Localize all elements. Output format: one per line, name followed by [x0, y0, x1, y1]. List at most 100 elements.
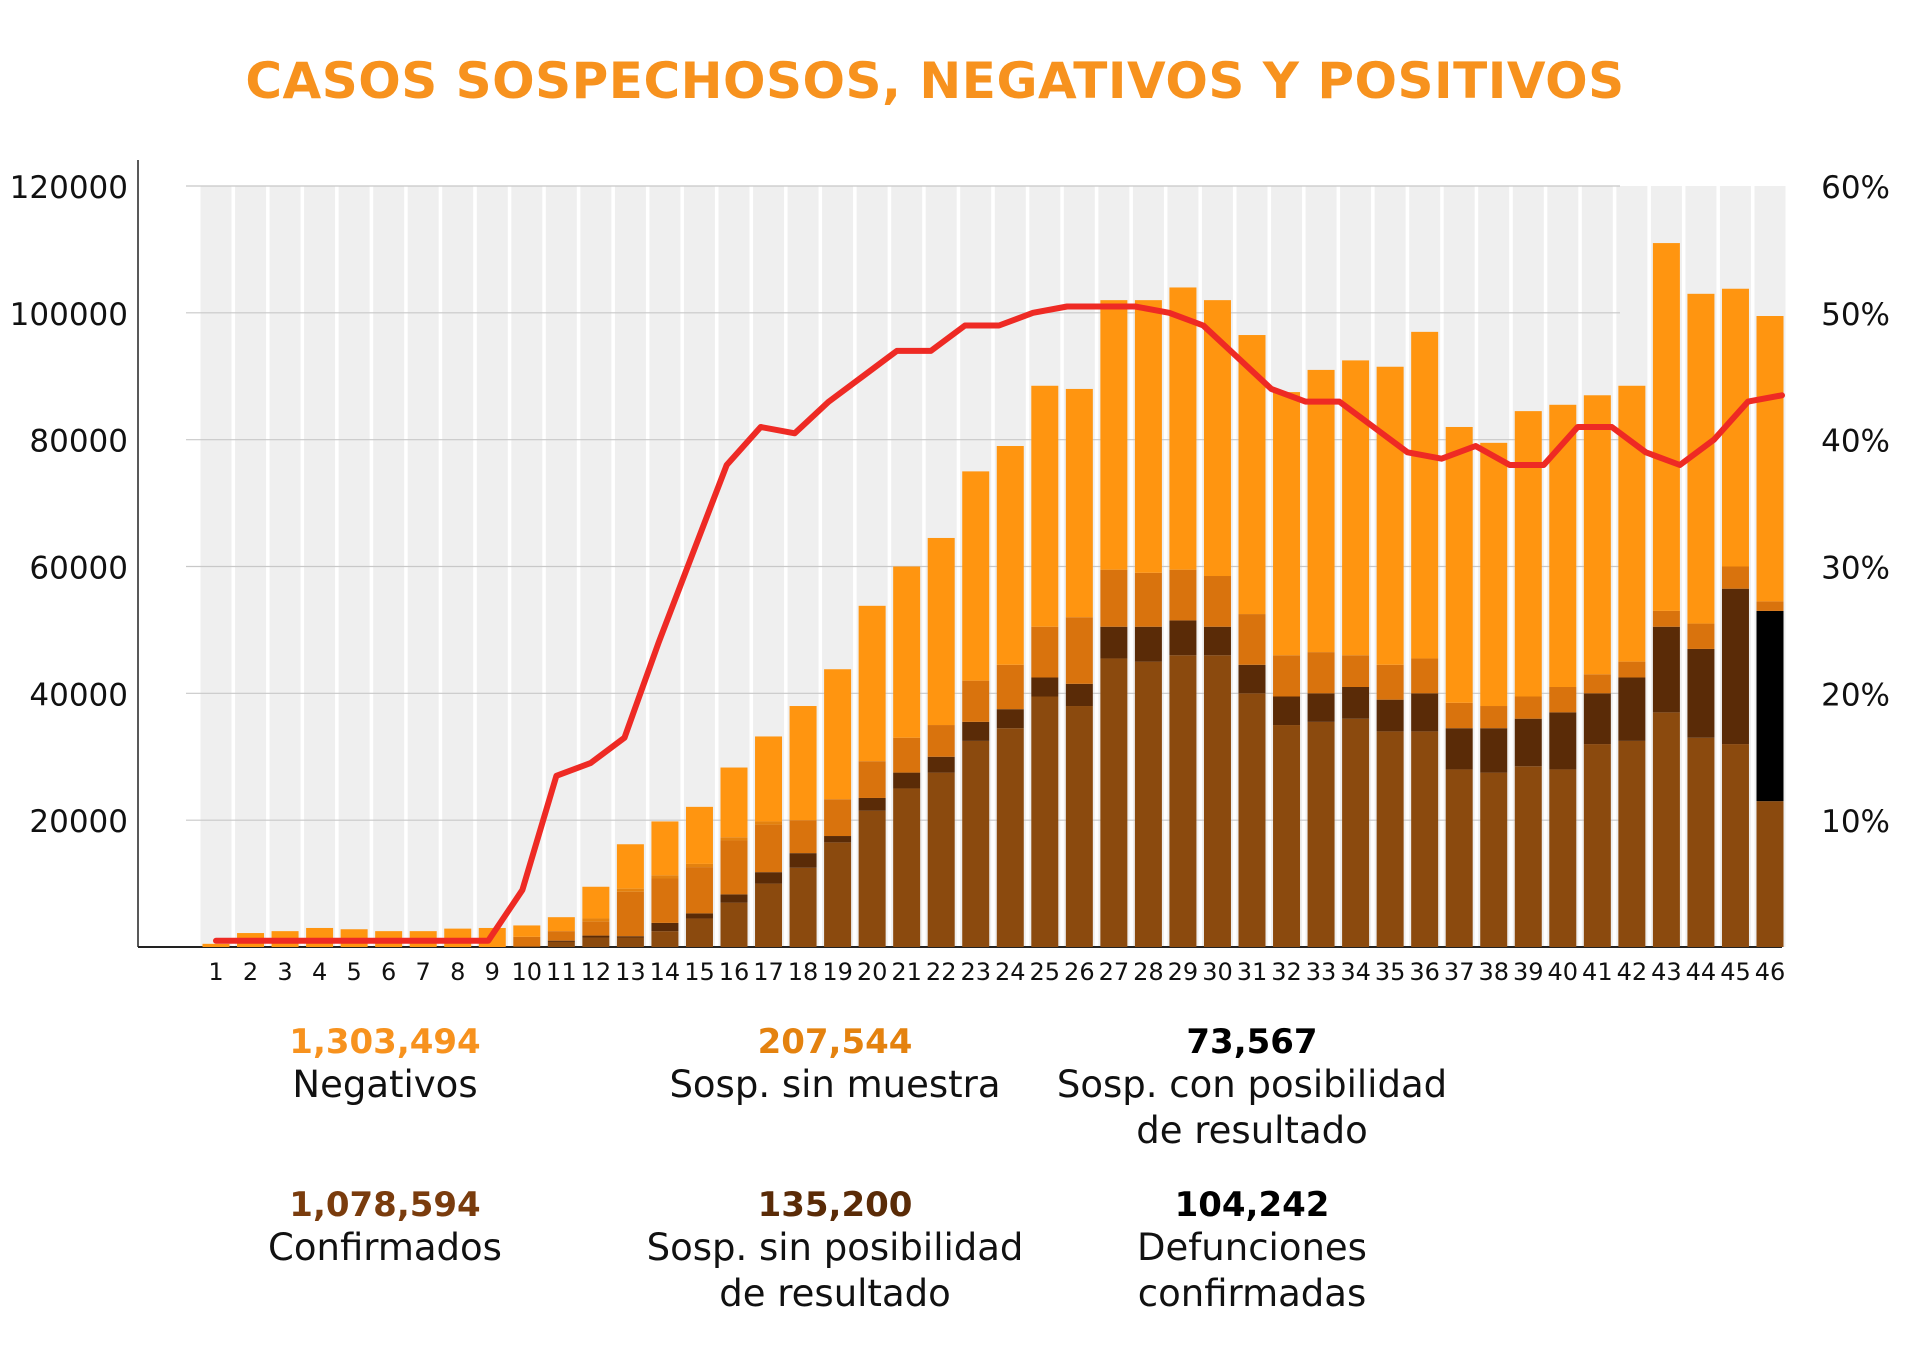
bar-segment: [824, 799, 852, 837]
bar-segment: [1169, 569, 1197, 621]
bar-segment: [720, 894, 748, 903]
bar-segment: [582, 918, 610, 922]
bar-segment: [789, 820, 817, 854]
bar-segment: [651, 922, 679, 932]
bar-segment: [1203, 626, 1231, 656]
bar-segment: [789, 853, 817, 868]
x-tick-label: 6: [381, 958, 396, 986]
bar-segment: [1583, 744, 1611, 947]
x-tick-label: 39: [1513, 958, 1544, 986]
bar-segment: [513, 925, 541, 937]
bar-segment: [1687, 737, 1715, 947]
bar-segment: [1549, 769, 1577, 947]
bar-segment: [1376, 664, 1404, 700]
x-tick-label: 13: [615, 958, 646, 986]
bar-segment: [1031, 385, 1059, 627]
bar-segment: [1756, 601, 1784, 611]
bar-segment: [1445, 426, 1473, 703]
bar-segment: [1687, 623, 1715, 649]
bar-segment: [1652, 712, 1680, 947]
bar-segment: [651, 878, 679, 923]
bar-segment: [513, 946, 541, 947]
positivity-line: [213, 303, 1785, 944]
bar-segment: [1480, 772, 1508, 947]
bar-segment: [547, 917, 575, 932]
bar-segment: [1065, 388, 1093, 618]
bar-segment: [789, 867, 817, 947]
bar-segment: [1031, 626, 1059, 678]
x-tick-label: 45: [1720, 958, 1751, 986]
bar-segment: [996, 664, 1024, 710]
x-tick-label: 44: [1686, 958, 1717, 986]
bar-segment: [1618, 677, 1646, 741]
stat-label: Negativos: [292, 1063, 478, 1106]
x-tick-label: 30: [1202, 958, 1233, 986]
bar-segment: [1514, 718, 1542, 767]
bar-segment: [1307, 369, 1335, 653]
bar-segment: [1203, 576, 1231, 627]
bar-segment: [720, 837, 748, 841]
bar-segment: [547, 931, 575, 941]
bar-segment: [755, 736, 783, 822]
bar-segment: [685, 863, 713, 868]
stat-value: 1,078,594: [289, 1185, 481, 1225]
x-tick-label: 22: [926, 958, 957, 986]
bar-segment: [513, 936, 541, 947]
bar-segment: [1514, 766, 1542, 947]
bar-segment: [1445, 728, 1473, 770]
bar-segment: [1134, 572, 1162, 627]
bar-segment: [1376, 366, 1404, 665]
bar-segment: [1342, 686, 1370, 719]
y2-tick-label: 40%: [1821, 424, 1890, 460]
bar-segment: [996, 728, 1024, 947]
bar-segment: [1721, 566, 1749, 589]
bar-segment: [1169, 287, 1197, 570]
x-tick-label: 31: [1237, 958, 1268, 986]
bar-segment: [1411, 731, 1439, 947]
bar-segment: [1411, 693, 1439, 732]
stat-label-line2: confirmadas: [1137, 1272, 1367, 1315]
x-tick-label: 3: [277, 958, 292, 986]
bar-segment: [1583, 674, 1611, 694]
bar-segment: [616, 888, 644, 892]
bar-segment: [962, 740, 990, 947]
bar-segment: [1514, 696, 1542, 719]
chart-title: CASOS SOSPECHOSOS, NEGATIVOS Y POSITIVOS: [245, 52, 1625, 110]
bar-segment: [1100, 658, 1128, 947]
bar-segment: [1100, 569, 1128, 627]
stat-defunciones: 104,242 Defunciones confirmadas: [1022, 1185, 1482, 1317]
bar-segment: [1238, 664, 1266, 694]
bar-segment: [1411, 658, 1439, 694]
bar-segment: [1376, 731, 1404, 947]
bar-segment: [858, 605, 886, 762]
x-tick-label: 16: [719, 958, 750, 986]
bar-segment: [1307, 721, 1335, 947]
bar-segment: [582, 937, 610, 947]
bar-segment: [720, 767, 748, 838]
bar-segment: [1721, 588, 1749, 745]
x-tick-label: 29: [1168, 958, 1199, 986]
x-tick-label: 2: [243, 958, 258, 986]
bar-segment: [996, 709, 1024, 729]
bar-segment: [996, 446, 1024, 665]
bar-segment: [1652, 243, 1680, 611]
bar-segment: [685, 867, 713, 914]
x-tick-label: 25: [1030, 958, 1061, 986]
x-tick-label: 1: [208, 958, 223, 986]
stat-sosp-con-posibilidad: 73,567 Sosp. con posibilidad de resultad…: [1022, 1022, 1482, 1154]
y-tick-label: 80000: [29, 424, 128, 460]
y2-tick-label: 10%: [1821, 804, 1890, 840]
bar-segment: [1480, 728, 1508, 773]
stat-confirmados: 1,078,594 Confirmados: [155, 1185, 615, 1271]
bar-segment: [1583, 395, 1611, 675]
stat-negativos: 1,303,494 Negativos: [155, 1022, 615, 1108]
bar-segment: [1169, 620, 1197, 656]
x-tick-label: 32: [1271, 958, 1302, 986]
y2-tick-label: 50%: [1821, 297, 1890, 333]
bar-segment: [893, 772, 921, 789]
bar-segment: [651, 875, 679, 879]
bar-segment: [1100, 626, 1128, 659]
bar-segment: [858, 797, 886, 811]
stat-label-line2: de resultado: [1136, 1109, 1368, 1152]
